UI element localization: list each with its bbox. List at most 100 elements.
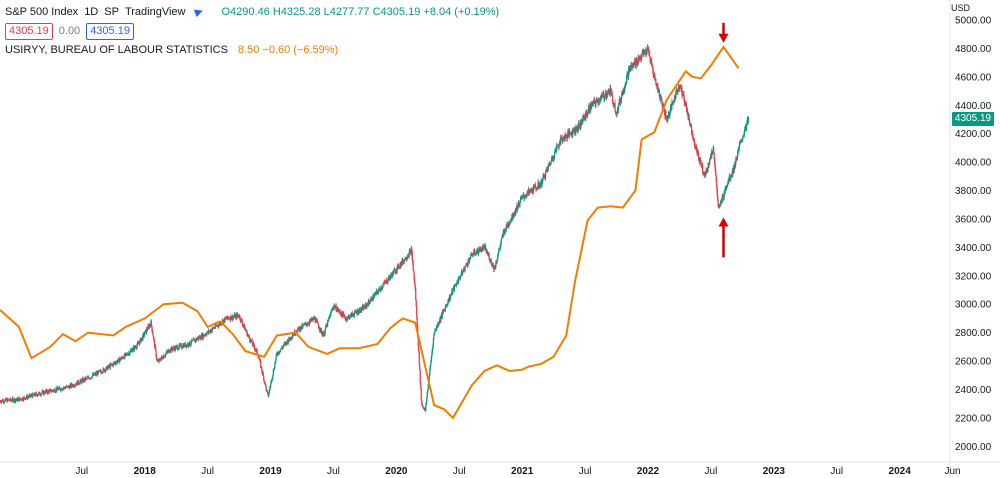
candle-body (692, 135, 694, 139)
candle-body (442, 310, 445, 312)
candle-body (413, 269, 415, 273)
candle-body (683, 98, 686, 104)
candle-body (624, 86, 626, 91)
candle-body (187, 343, 189, 346)
candle-body (579, 121, 581, 128)
candle-body (413, 272, 415, 281)
symbol-name[interactable]: S&P 500 Index (5, 6, 79, 18)
candle-body (479, 247, 481, 252)
candle-body (361, 309, 363, 311)
candle-body (327, 320, 329, 327)
candle-body (655, 78, 657, 85)
y-tick-label: 4600.00 (955, 72, 992, 83)
candle-body (274, 361, 276, 364)
candle-body (349, 314, 351, 318)
candle-body (525, 195, 527, 197)
candle-body (681, 93, 684, 96)
flag-icon[interactable] (194, 6, 205, 18)
candle-body (368, 300, 370, 303)
candle-body (299, 329, 302, 331)
sell-button[interactable]: 4305.19 (5, 22, 53, 40)
candle-body (398, 267, 400, 269)
candle-body (718, 205, 720, 208)
candle-body (409, 250, 411, 252)
x-tick-label: Jul (705, 466, 718, 477)
candle-body (135, 347, 137, 348)
candle-body (140, 338, 143, 342)
candle-body (478, 248, 480, 252)
candle-body (285, 341, 287, 345)
candle-body (122, 357, 124, 359)
candle-body (626, 76, 628, 84)
x-tick-label: Jul (327, 466, 340, 477)
candle-body (15, 399, 17, 402)
candle-body (667, 114, 669, 117)
candle-body (663, 110, 665, 112)
candle-body (416, 307, 418, 318)
candle-body (6, 398, 9, 402)
candle-body (711, 151, 713, 153)
candle-body (545, 169, 548, 171)
candle-body (603, 98, 606, 100)
candle-body (501, 237, 503, 240)
candle-body (420, 389, 422, 400)
candle-body (246, 331, 248, 337)
candle-body (717, 195, 719, 201)
candle-body (675, 91, 677, 99)
candle-body (392, 270, 395, 275)
candle-body (494, 267, 496, 269)
candle-body (744, 126, 747, 128)
candle-body (268, 393, 270, 397)
candle-body (419, 364, 421, 370)
candle-body (544, 177, 546, 179)
candle-body (681, 87, 683, 96)
candle-body (23, 397, 25, 401)
indicator-row[interactable]: USIRYY, BUREAU OF LABOUR STATISTICS 8.50… (5, 42, 499, 58)
candle-body (517, 207, 519, 210)
currency-label[interactable]: USD (950, 3, 970, 13)
candle-body (427, 389, 429, 393)
candle-body (708, 164, 710, 166)
candle-body (432, 338, 434, 346)
candle-body (46, 389, 48, 393)
candle-body (553, 156, 555, 159)
candle-body (163, 356, 166, 358)
candle-body (647, 48, 649, 51)
candle-body (357, 312, 359, 314)
candle-body (147, 325, 149, 330)
candle-body (461, 271, 464, 275)
candle-body (168, 349, 170, 353)
chart-legend: S&P 500 Index 1D SP TradingView O4290.46… (5, 4, 499, 58)
candle-body (600, 96, 602, 98)
candle-body (480, 247, 482, 249)
candle-body (705, 171, 707, 176)
candle-body (693, 139, 696, 147)
candle-body (24, 397, 26, 399)
interval[interactable]: 1D (84, 6, 99, 18)
candle-body (120, 358, 122, 360)
candle-body (661, 102, 663, 108)
candle-body (245, 329, 247, 331)
candle-body (598, 100, 601, 102)
candle-body (16, 399, 18, 401)
candle-body (469, 258, 471, 260)
buy-button[interactable]: 4305.19 (86, 22, 134, 40)
candle-body (51, 390, 53, 391)
candle-body (414, 284, 416, 289)
candle-body (91, 377, 93, 379)
candle-body (248, 335, 250, 338)
candle-body (65, 387, 67, 389)
candle-body (570, 132, 572, 135)
candle-body (262, 372, 264, 376)
y-tick-label: 5000.00 (955, 16, 992, 27)
candle-body (605, 92, 607, 97)
candle-body (534, 185, 537, 188)
candle-body (204, 335, 206, 336)
candle-body (177, 349, 179, 351)
candle-body (744, 126, 746, 131)
candle-body (522, 194, 525, 197)
candle-body (466, 264, 469, 266)
candle-body (472, 255, 474, 257)
candle-body (521, 195, 524, 197)
